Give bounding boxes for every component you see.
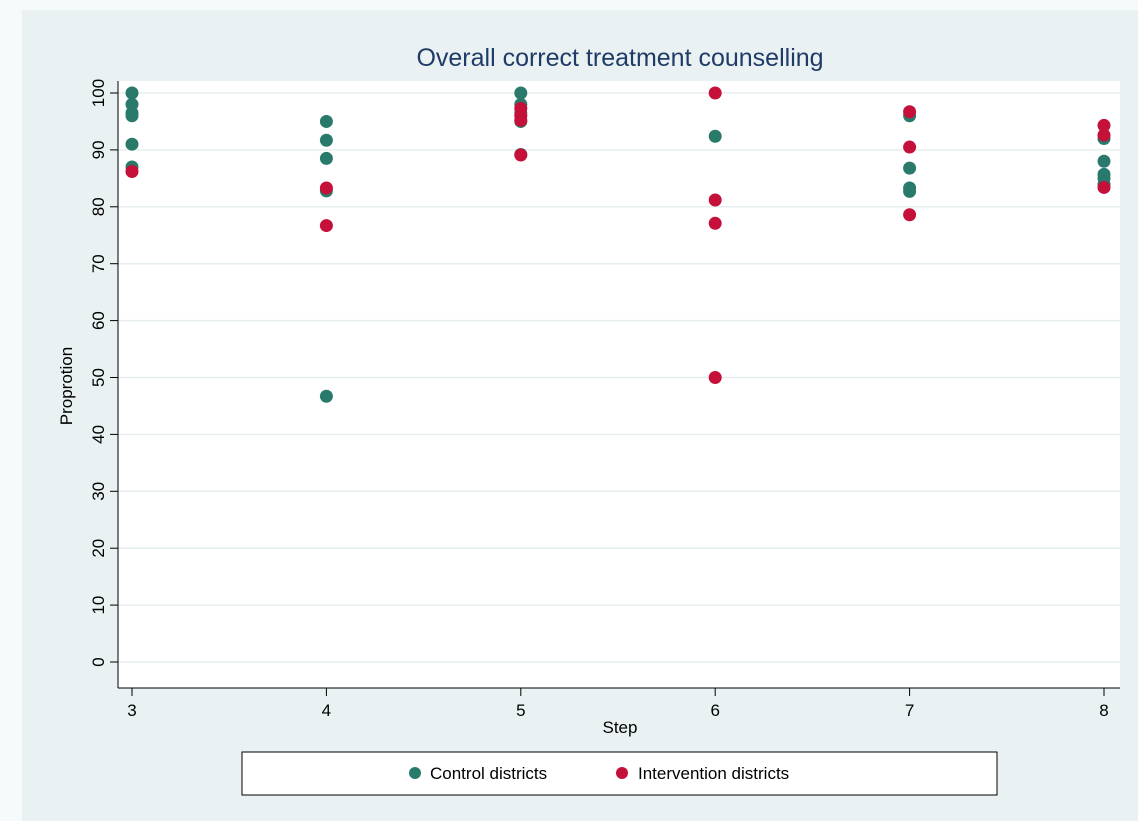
point-control (125, 86, 139, 100)
chart-title: Overall correct treatment counselling (416, 44, 823, 72)
point-intervention (708, 86, 722, 100)
point-control (903, 184, 917, 198)
point-intervention (1097, 128, 1111, 142)
x-tick-label: 7 (905, 701, 914, 720)
point-intervention (903, 208, 917, 222)
point-intervention (903, 140, 917, 154)
point-control (903, 161, 917, 175)
point-intervention (514, 148, 528, 162)
y-axis-ticks: 0 10 20 30 40 50 60 70 80 90 100 (89, 79, 118, 667)
point-control (319, 151, 333, 165)
points-layer (125, 86, 1111, 403)
point-control (319, 133, 333, 147)
y-tick-label: 20 (89, 539, 108, 558)
y-axis-title: Proprotion (57, 347, 76, 425)
point-intervention (319, 181, 333, 195)
point-intervention (319, 219, 333, 233)
y-tick-label: 40 (89, 425, 108, 444)
x-tick-label: 3 (127, 701, 136, 720)
point-control (125, 109, 139, 123)
point-intervention (1097, 180, 1111, 194)
x-tick-label: 4 (322, 701, 331, 720)
point-control (319, 389, 333, 403)
point-control (125, 137, 139, 151)
scatter-chart: Overall correct treatment counselling 0 1… (57, 44, 1120, 796)
point-intervention (125, 165, 139, 179)
point-control (514, 86, 528, 100)
y-tick-label: 90 (89, 140, 108, 159)
y-tick-label: 30 (89, 482, 108, 501)
plot-area (118, 81, 1120, 688)
legend-label-intervention: Intervention districts (638, 764, 789, 783)
point-control (1097, 154, 1111, 168)
point-intervention (708, 371, 722, 384)
point-intervention (708, 193, 722, 207)
y-tick-label: 50 (89, 368, 108, 387)
x-tick-label: 5 (516, 701, 525, 720)
point-control (319, 114, 333, 128)
x-tick-label: 6 (710, 701, 719, 720)
y-tick-label: 0 (89, 657, 108, 666)
grid-lines (118, 92, 1120, 663)
legend-marker-intervention (616, 767, 628, 779)
y-tick-label: 100 (89, 79, 108, 107)
legend-marker-control (409, 767, 421, 779)
legend-label-control: Control districts (430, 764, 547, 783)
x-tick-label: 8 (1099, 701, 1108, 720)
point-control (708, 129, 722, 143)
y-tick-label: 70 (89, 254, 108, 273)
legend: Control districts Intervention districts (241, 751, 998, 796)
point-intervention (903, 105, 917, 119)
chart-frame: Overall correct treatment counselling 0 1… (22, 10, 1138, 821)
y-tick-label: 80 (89, 197, 108, 216)
x-axis-ticks: 3 4 5 6 7 8 (127, 688, 1109, 720)
y-tick-label: 60 (89, 311, 108, 330)
point-intervention (514, 113, 528, 127)
y-tick-label: 10 (89, 596, 108, 615)
x-axis-title: Step (603, 718, 638, 737)
point-intervention (708, 216, 722, 230)
point-intervention (1097, 118, 1111, 132)
